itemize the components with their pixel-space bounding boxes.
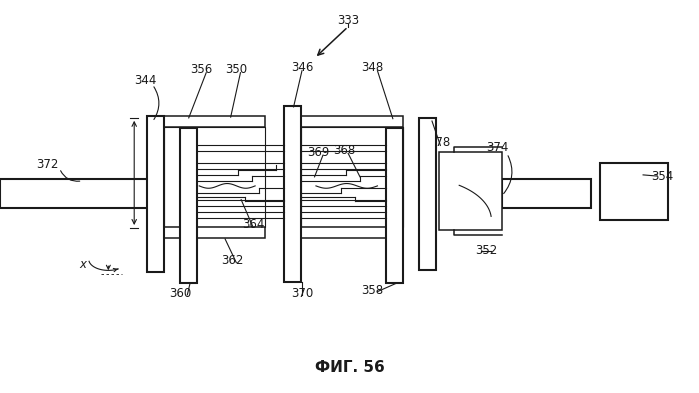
Bar (164, 127, 265, 227)
Bar (600, 163, 668, 220)
Text: 362: 362 (221, 253, 243, 267)
Text: 358: 358 (361, 283, 384, 297)
Text: 350: 350 (225, 63, 247, 77)
Text: 354: 354 (651, 169, 674, 183)
Text: x: x (79, 257, 86, 271)
Text: 360: 360 (169, 287, 192, 301)
Bar (180, 128, 197, 283)
Text: 348: 348 (361, 61, 384, 74)
Bar (0, 179, 159, 208)
Text: 370: 370 (291, 287, 313, 301)
Bar (284, 106, 301, 282)
Bar (164, 116, 265, 127)
Text: 378: 378 (428, 136, 450, 149)
Text: 369: 369 (307, 146, 329, 159)
Bar (147, 116, 164, 272)
Bar (419, 118, 436, 270)
Bar (301, 127, 403, 227)
Text: 372: 372 (36, 158, 59, 171)
Bar (164, 227, 265, 238)
Text: 374: 374 (487, 141, 509, 154)
Text: 352: 352 (475, 244, 497, 257)
Text: 344: 344 (134, 74, 157, 87)
Text: 368: 368 (333, 143, 355, 157)
Bar (502, 179, 591, 208)
Text: 346: 346 (291, 61, 313, 74)
Bar (301, 116, 403, 127)
Text: ФИГ. 56: ФИГ. 56 (315, 360, 384, 375)
Text: 364: 364 (242, 218, 264, 231)
Text: 356: 356 (190, 63, 212, 77)
Bar (386, 128, 403, 283)
Bar (439, 152, 502, 230)
Text: 333: 333 (337, 14, 359, 27)
Bar (301, 227, 403, 238)
